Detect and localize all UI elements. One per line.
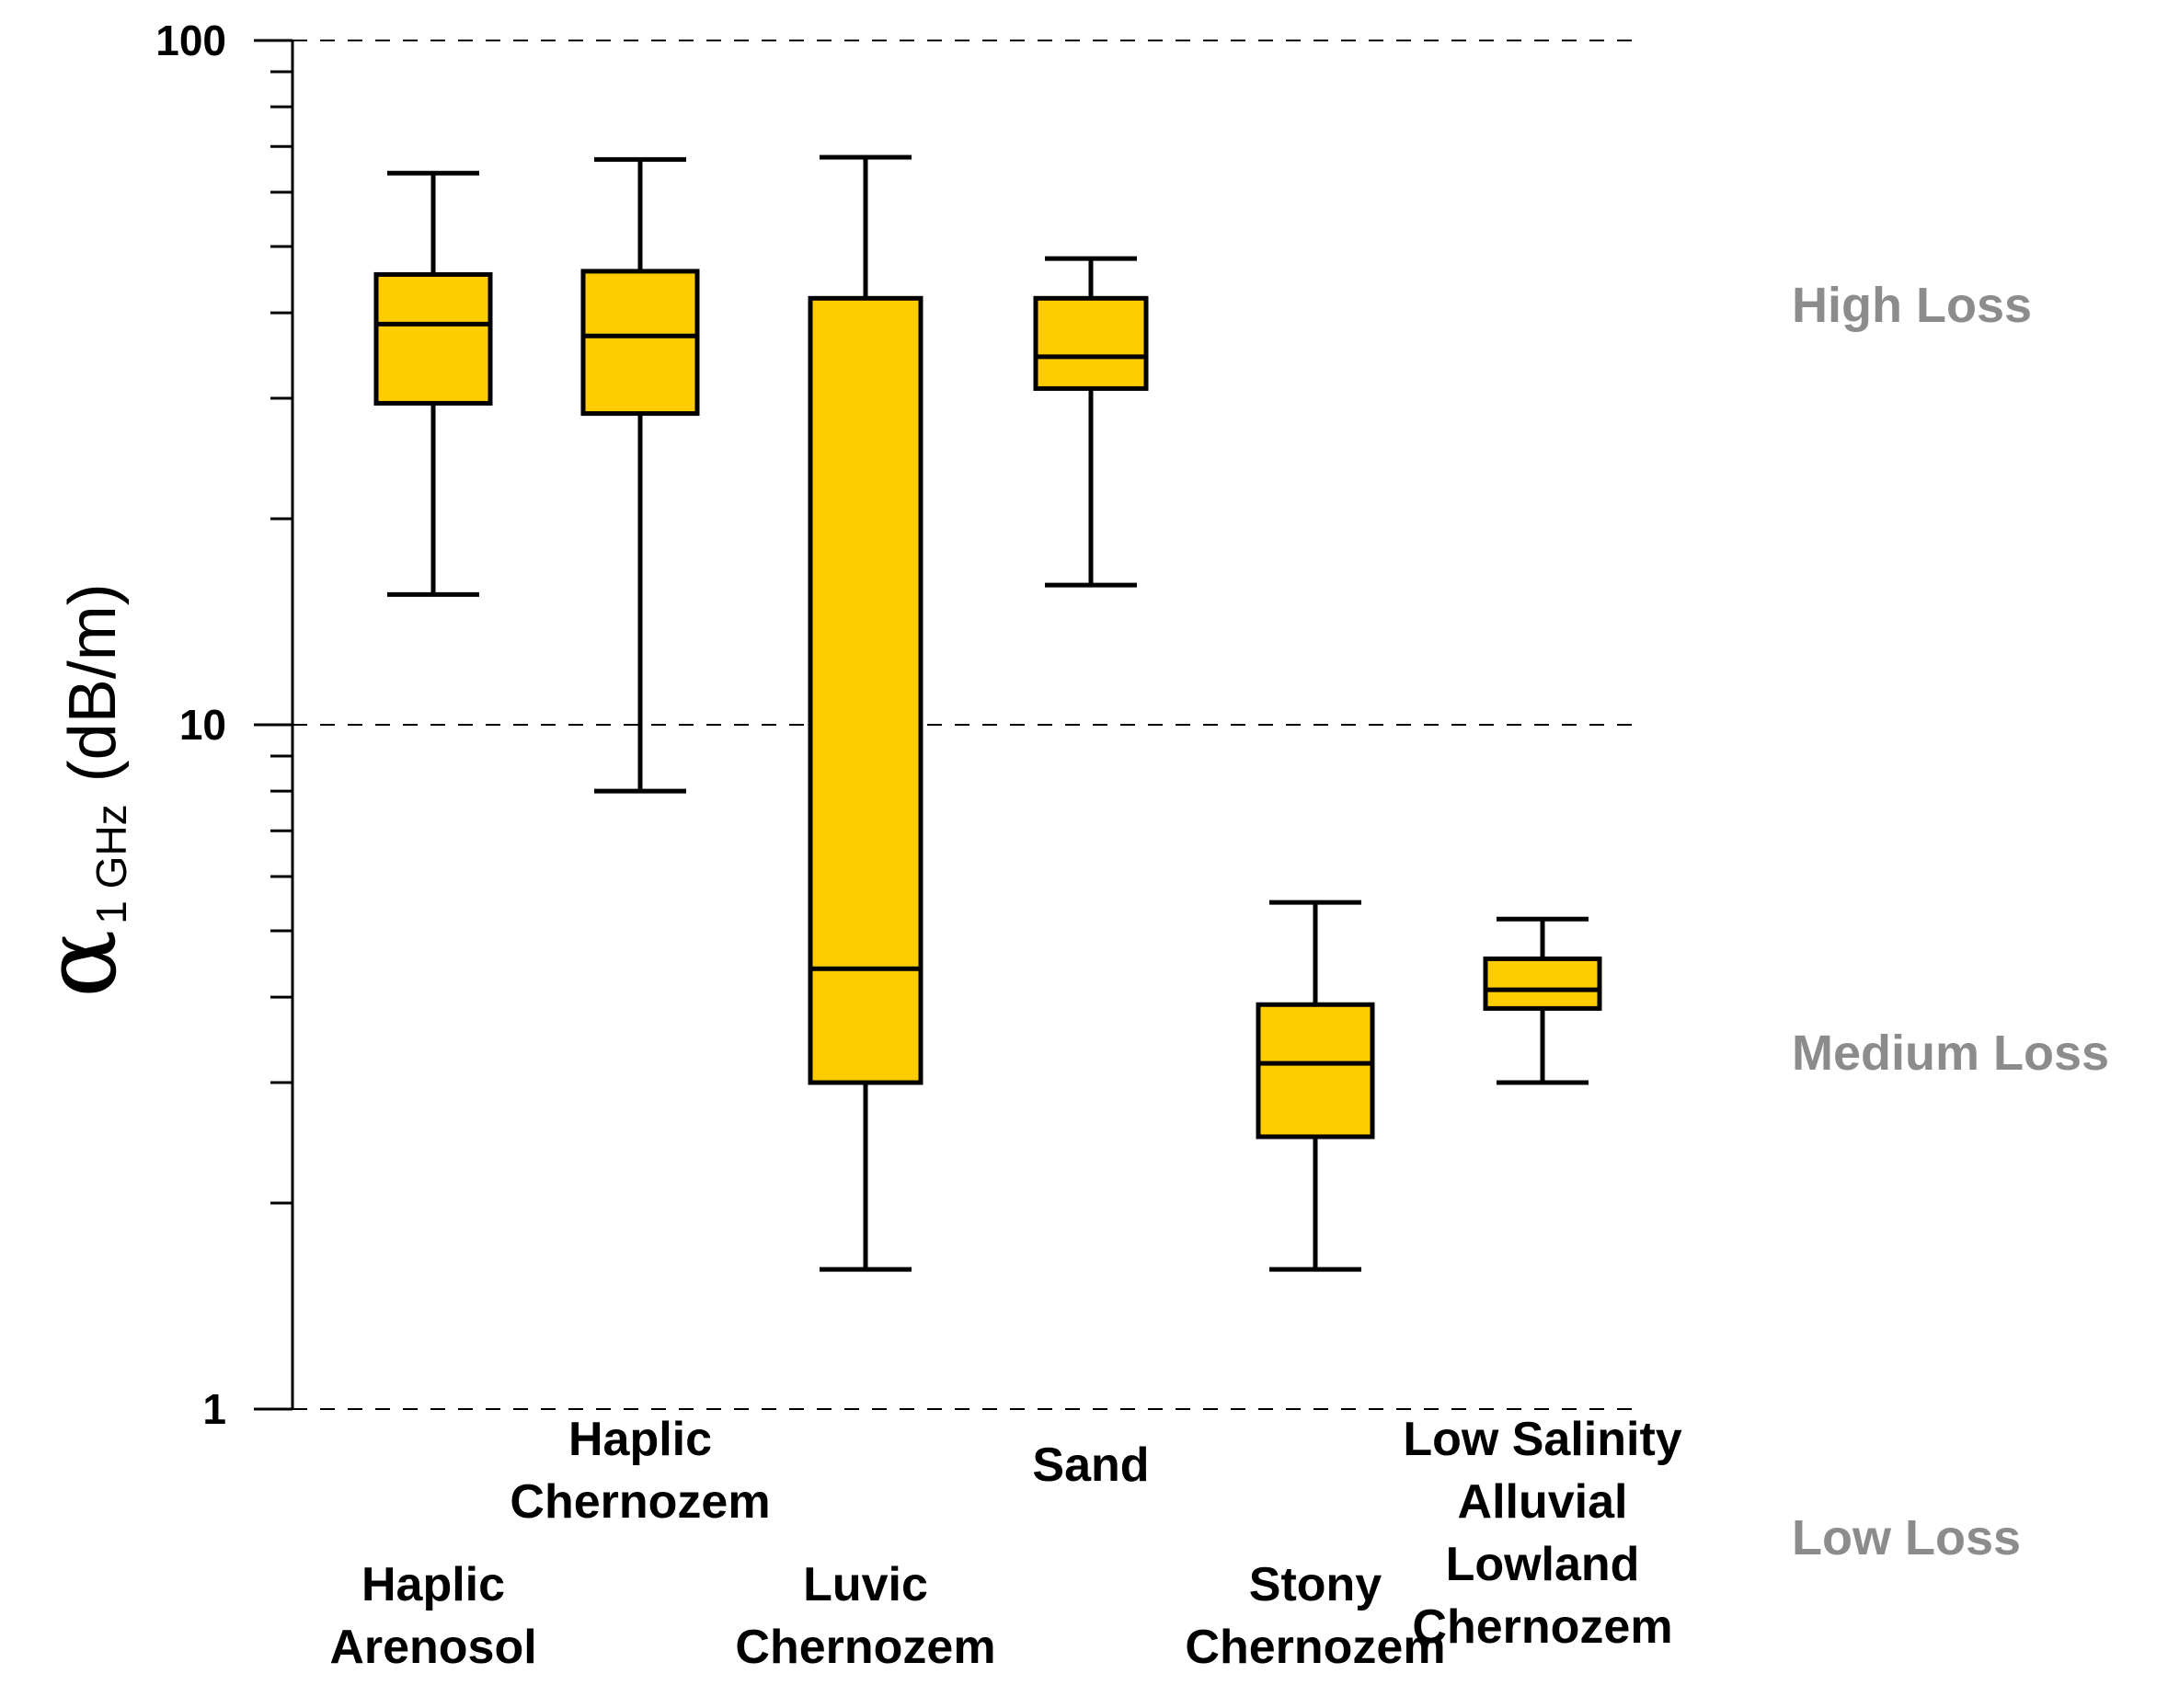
category-label-line: Chernozem — [1185, 1621, 1445, 1674]
gridlines — [293, 40, 1637, 1410]
iqr-box — [1256, 1002, 1375, 1140]
category-label-line: Chernozem — [1412, 1600, 1672, 1654]
category-label-line: Chernozem — [510, 1475, 770, 1529]
y-axis-label: α 1 GHz (dB/m) — [21, 583, 139, 998]
y-tick-label-10: 10 — [179, 701, 226, 749]
category-label: Stony Chernozem — [1185, 1558, 1445, 1674]
box-low-salinity-alluvial-lowland-chernozem — [1483, 916, 1602, 1085]
category-label: Low Salinity Alluvial Lowland Chernozem — [1403, 1413, 1681, 1654]
box-stony-chernozem — [1256, 900, 1375, 1272]
category-label: Haplic Chernozem — [510, 1413, 770, 1529]
iqr-box — [1033, 295, 1149, 391]
y-axis-unit: (dB/m) — [56, 583, 130, 782]
category-label-line: Haplic — [361, 1558, 505, 1611]
y-tick-label-1: 1 — [202, 1385, 226, 1433]
iqr-box — [373, 271, 493, 406]
category-label-line: Sand — [1032, 1439, 1149, 1492]
category-label-line: Haplic — [568, 1413, 712, 1466]
y-axis-title: α 1 GHz (dB/m) — [21, 583, 139, 998]
y-axis: 1 10 100 — [155, 17, 294, 1433]
box-haplic-chernozem — [580, 156, 700, 794]
category-label-line: Low Salinity — [1403, 1413, 1681, 1466]
category-label: Sand — [1032, 1439, 1149, 1492]
iqr-box — [580, 269, 700, 417]
category-label-line: Stony — [1249, 1558, 1382, 1611]
category-label: Luvic Chernozem — [735, 1558, 995, 1674]
zone-label-high-loss: High Loss — [1792, 278, 2032, 333]
zone-label-low-loss: Low Loss — [1792, 1510, 2021, 1565]
category-label: Haplic Arenosol — [329, 1558, 536, 1674]
category-label-line: Alluvial — [1458, 1475, 1628, 1529]
zone-label-medium-loss: Medium Loss — [1792, 1026, 2109, 1081]
y-tick-label-100: 100 — [155, 17, 226, 64]
box-luvic-chernozem — [808, 155, 923, 1272]
loss-zone-labels: High Loss Medium Loss Low Loss — [1792, 278, 2109, 1565]
box-haplic-arenosol — [373, 170, 493, 597]
boxes — [373, 155, 1602, 1272]
iqr-box — [808, 295, 923, 1085]
iqr-box — [1483, 956, 1602, 1011]
category-label-line: Chernozem — [735, 1621, 995, 1674]
category-label-line: Lowland — [1446, 1538, 1640, 1591]
box-sand — [1033, 256, 1149, 588]
category-label-line: Arenosol — [329, 1621, 536, 1674]
y-axis-symbol: α — [21, 930, 139, 998]
y-axis-subscript: 1 GHz — [87, 804, 135, 923]
category-label-line: Luvic — [803, 1558, 928, 1611]
